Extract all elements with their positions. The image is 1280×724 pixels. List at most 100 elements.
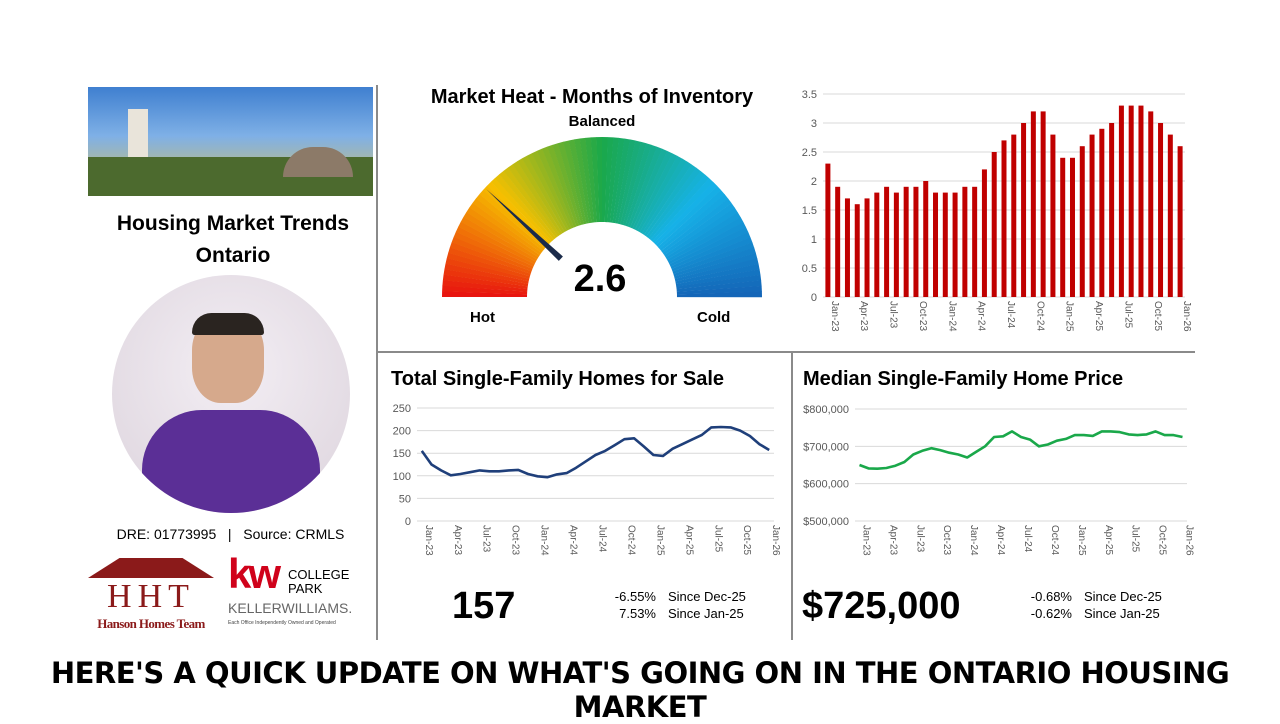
hht-name: Hanson Homes Team — [88, 616, 214, 632]
bar — [865, 198, 870, 297]
x-tick-label: Jan-26 — [1184, 525, 1195, 556]
bar — [992, 152, 997, 297]
x-tick-label: Oct-23 — [917, 301, 928, 331]
x-tick-label: Jul-25 — [1122, 301, 1133, 329]
x-tick-label: Jan-25 — [1076, 525, 1087, 556]
price-chart-title: Median Single-Family Home Price — [803, 368, 1123, 391]
y-tick-label: 1.5 — [802, 205, 817, 217]
bar — [913, 187, 918, 297]
change-period: Dec-25 — [1120, 589, 1170, 604]
x-tick-label: Oct-23 — [510, 525, 521, 555]
x-tick-label: Apr-23 — [858, 301, 869, 331]
y-tick-label: $500,000 — [803, 516, 849, 528]
y-tick-label: 0 — [405, 516, 411, 528]
y-tick-label: 0.5 — [802, 263, 817, 275]
agent-avatar — [112, 275, 350, 513]
x-tick-label: Oct-24 — [1034, 301, 1045, 331]
bar — [1011, 135, 1016, 297]
bar — [1031, 111, 1036, 297]
change-since: Since — [1072, 606, 1120, 621]
hht-letters: HHT — [88, 578, 214, 616]
bar — [1041, 111, 1046, 297]
bar — [1119, 106, 1124, 297]
bar — [1060, 158, 1065, 297]
hair — [192, 313, 264, 335]
x-tick-label: Jan-24 — [968, 525, 979, 556]
separator: | — [228, 526, 232, 542]
gauge-label-hot: Hot — [470, 309, 495, 326]
kw-mark: kw — [228, 550, 278, 598]
x-tick-label: Apr-25 — [1093, 301, 1104, 331]
data-source: Source: CRMLS — [243, 526, 344, 542]
page-subtitle: Ontario — [88, 244, 378, 268]
x-tick-label: Jan-23 — [423, 525, 434, 556]
bar — [982, 169, 987, 297]
gauge-label-balanced: Balanced — [540, 113, 664, 130]
series-line — [422, 427, 769, 477]
x-tick-label: Apr-23 — [887, 525, 898, 555]
x-tick-label: Jan-24 — [539, 525, 550, 556]
x-tick-label: Apr-24 — [976, 301, 987, 331]
kw-logo: kw COLLEGE PARK KELLERWILLIAMS. Each Off… — [228, 560, 368, 632]
price-current-value: $725,000 — [802, 585, 961, 628]
y-tick-label: 50 — [399, 493, 411, 505]
bar — [1090, 135, 1095, 297]
kw-tagline: Each Office Independently Owned and Oper… — [228, 620, 336, 626]
x-tick-label: Oct-25 — [1152, 301, 1163, 331]
gauge-label-cold: Cold — [697, 309, 730, 326]
y-tick-label: 150 — [393, 448, 411, 460]
bar — [1080, 146, 1085, 297]
banner-text: HERE'S A QUICK UPDATE ON WHAT'S GOING ON… — [0, 656, 1280, 724]
y-tick-label: $700,000 — [803, 441, 849, 453]
credits: DRE: 01773995 | Source: CRMLS — [88, 526, 373, 542]
bar — [972, 187, 977, 297]
y-tick-label: 3.5 — [802, 89, 817, 101]
y-tick-label: $800,000 — [803, 404, 849, 416]
divider — [376, 85, 378, 640]
bar — [1148, 111, 1153, 297]
bar — [962, 187, 967, 297]
bar — [1050, 135, 1055, 297]
bar — [835, 187, 840, 297]
bar — [825, 164, 830, 297]
y-tick-label: 2 — [811, 176, 817, 188]
bar — [884, 187, 889, 297]
page-title: Housing Market Trends — [88, 212, 378, 236]
change-pct: -6.55% — [604, 589, 656, 604]
bar — [845, 198, 850, 297]
divider — [377, 351, 1195, 353]
x-tick-label: Jul-25 — [1130, 525, 1141, 553]
bar — [1129, 106, 1134, 297]
bar — [953, 193, 958, 297]
change-period: Jan-25 — [1120, 606, 1170, 621]
bar — [1099, 129, 1104, 297]
bar — [894, 193, 899, 297]
x-tick-label: Jan-25 — [654, 525, 665, 556]
homes-chart-title: Total Single-Family Homes for Sale — [391, 368, 724, 391]
shirt — [142, 410, 320, 513]
change-since: Since — [1072, 589, 1120, 604]
kw-brand: KELLERWILLIAMS. — [228, 600, 352, 616]
bar — [1158, 123, 1163, 297]
bar — [904, 187, 909, 297]
bar — [933, 193, 938, 297]
x-tick-label: Jan-25 — [1064, 301, 1075, 332]
x-tick-label: Apr-23 — [452, 525, 463, 555]
bar — [1070, 158, 1075, 297]
roof-icon — [88, 558, 214, 578]
dre-number: DRE: 01773995 — [117, 526, 217, 542]
change-period: Dec-25 — [704, 589, 754, 604]
x-tick-label: Apr-25 — [683, 525, 694, 555]
x-tick-label: Oct-25 — [1157, 525, 1168, 555]
bar — [1168, 135, 1173, 297]
change-since: Since — [656, 606, 704, 621]
kw-office: COLLEGE PARK — [288, 568, 358, 596]
bar — [855, 204, 860, 297]
y-tick-label: 250 — [393, 403, 411, 415]
y-tick-label: $600,000 — [803, 479, 849, 491]
x-tick-label: Jul-24 — [1022, 525, 1033, 553]
city-photo — [88, 87, 373, 196]
